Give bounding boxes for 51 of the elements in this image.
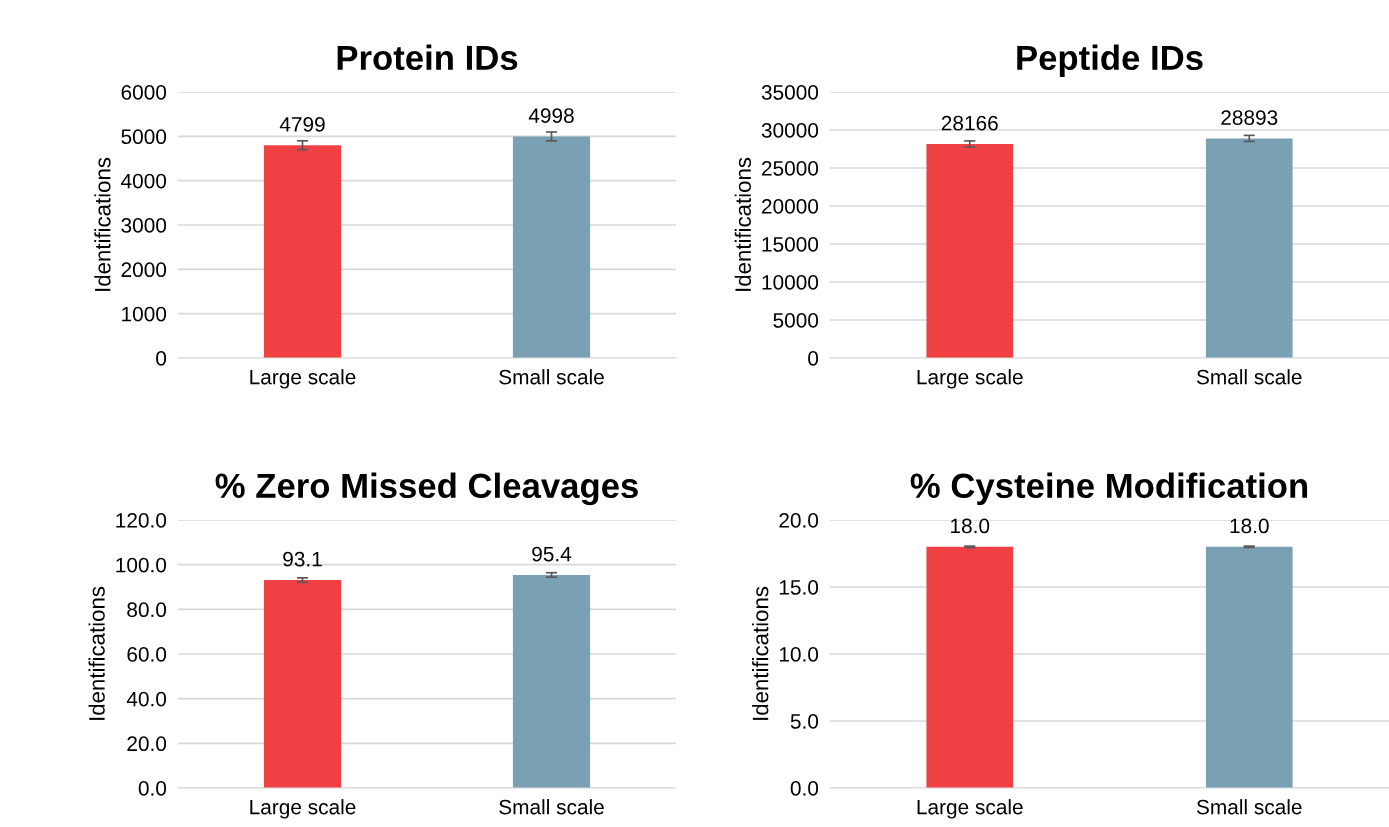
y-tick-label: 0 <box>808 351 819 366</box>
y-tick-label: 0 <box>156 351 167 366</box>
y-tick-label: 1000 <box>122 306 167 322</box>
x-tick-label: Small scale <box>1196 799 1302 815</box>
y-tick-label: 5.0 <box>790 714 819 729</box>
y-tick-label: 5000 <box>121 129 167 145</box>
y-tick-label: 2000 <box>121 262 167 278</box>
y-tick-label: 0.0 <box>790 781 819 796</box>
y-axis-title: Identifications <box>94 157 111 291</box>
data-label: 4998 <box>528 108 574 123</box>
y-tick-label: 60.0 <box>127 647 167 662</box>
y-tick-label: 6000 <box>121 85 167 100</box>
y-tick-label: 40.0 <box>126 691 167 707</box>
y-tick-label: 35000 <box>761 85 819 100</box>
x-tick-label: Large scale <box>917 369 1023 389</box>
y-tick-label: 20000 <box>762 199 819 214</box>
y-axis-title: Identifications <box>752 586 769 720</box>
y-tick-label: 25000 <box>762 161 819 176</box>
y-tick-label: 100.0 <box>116 557 167 573</box>
chart-title: Peptide IDs <box>1017 44 1203 77</box>
x-tick-label: Large scale <box>250 799 356 819</box>
x-tick-label: Large scale <box>250 369 356 389</box>
y-tick-label: 80.0 <box>127 602 167 618</box>
data-label: 28893 <box>1221 110 1278 125</box>
y-tick-label: 10000 <box>762 275 819 290</box>
data-label: 95.4 <box>532 546 572 562</box>
y-tick-label: 120.0 <box>116 513 167 528</box>
x-tick-label: Large scale <box>917 799 1023 819</box>
y-tick-label: 20.0 <box>127 736 167 752</box>
data-label: 4799 <box>279 117 325 132</box>
y-axis-title: Identifications <box>88 586 105 720</box>
chart-title: Protein IDs <box>337 44 518 71</box>
y-tick-label: 15.0 <box>779 580 819 595</box>
y-tick-label: 5000 <box>773 313 819 328</box>
data-label: 18.0 <box>951 518 990 534</box>
x-tick-label: Small scale <box>499 799 604 815</box>
chart-title: % Zero Missed Cleavages <box>215 472 638 506</box>
y-tick-label: 10.0 <box>779 647 819 662</box>
y-tick-label: 20.0 <box>779 513 819 528</box>
y-tick-label: 4000 <box>121 173 167 189</box>
y-axis-title: Identifications <box>734 157 752 291</box>
y-tick-label: 3000 <box>121 218 167 233</box>
y-tick-label: 30000 <box>761 123 819 138</box>
y-tick-label: 0.0 <box>138 781 167 796</box>
data-label: 18.0 <box>1230 518 1269 534</box>
data-label: 93.1 <box>283 551 322 567</box>
x-tick-label: Small scale <box>499 369 604 385</box>
chart-title: % Cysteine Modification <box>910 472 1308 505</box>
x-tick-label: Small scale <box>1196 369 1302 385</box>
data-label: 28166 <box>941 115 998 131</box>
y-tick-label: 15000 <box>762 237 819 252</box>
